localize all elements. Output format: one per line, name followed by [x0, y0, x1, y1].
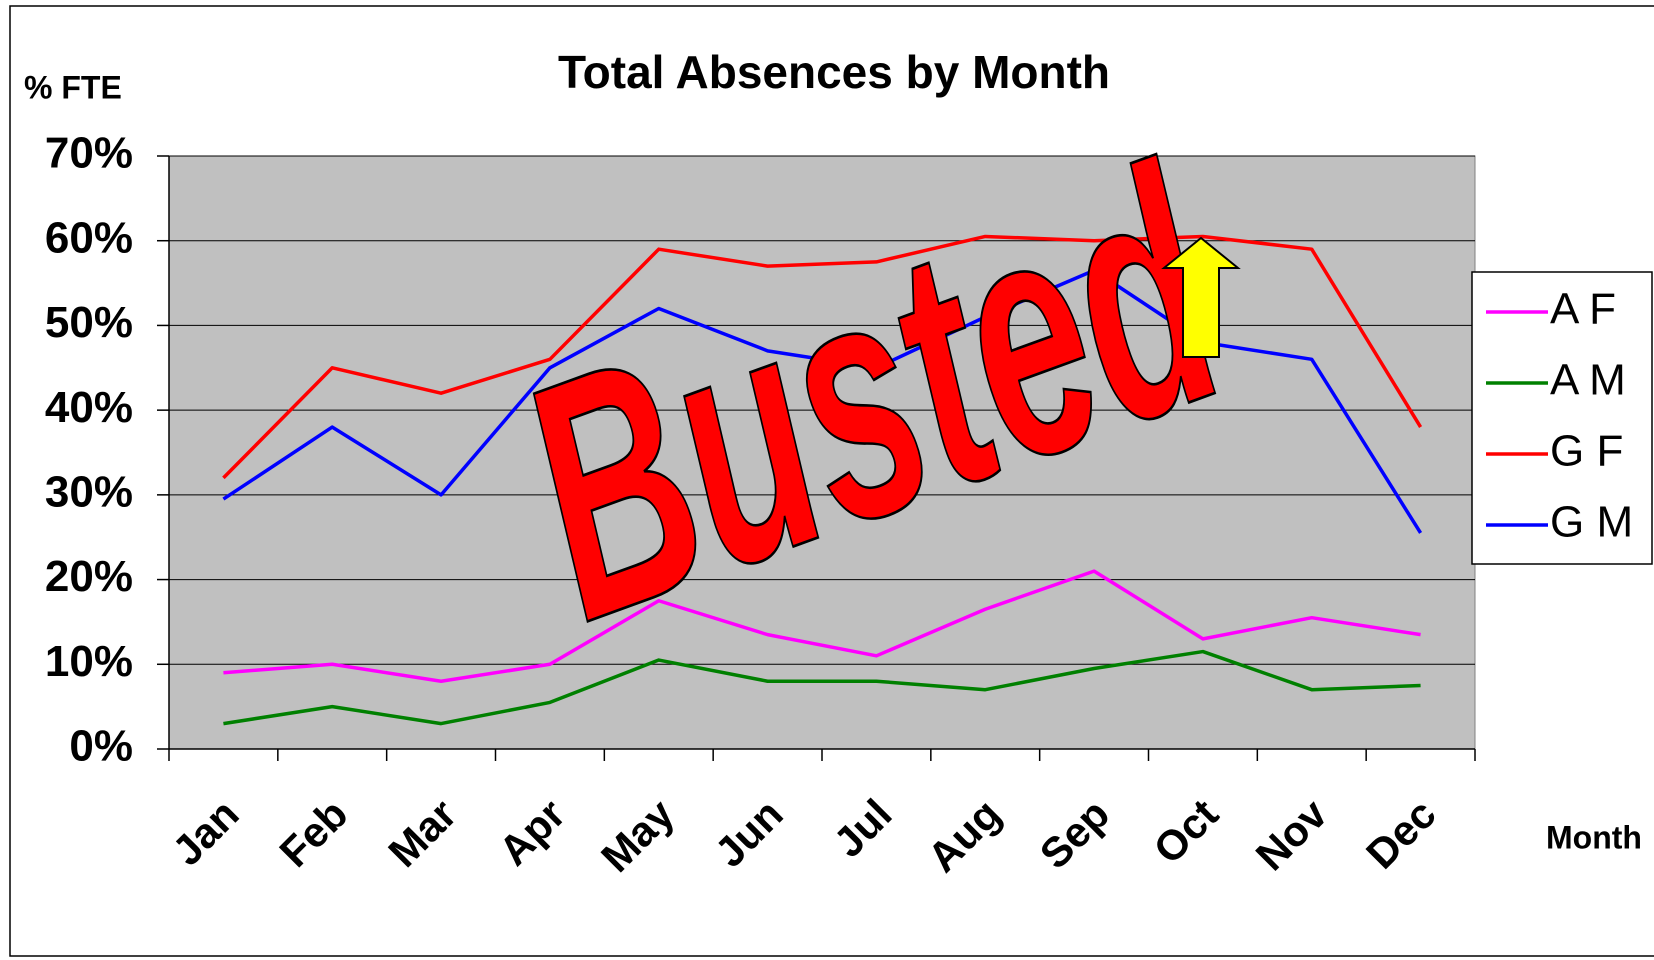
y-tick-label: 60%	[45, 213, 133, 262]
y-tick-label: 0%	[69, 722, 133, 771]
legend-label: A M	[1550, 356, 1626, 405]
series-line	[223, 569, 1421, 683]
legend-label: G F	[1550, 427, 1623, 476]
y-axis-label: % FTE	[24, 69, 122, 105]
legend: A F A M G F G M	[1471, 271, 1653, 565]
y-tick-label: 10%	[45, 637, 133, 686]
y-tick-label: 30%	[45, 467, 133, 516]
arrow	[1161, 236, 1241, 358]
y-tick-label: 40%	[45, 383, 133, 432]
series-line	[222, 268, 1423, 534]
series-line	[223, 649, 1421, 726]
y-tick-label: 70%	[45, 129, 133, 178]
y-tick-label: 20%	[45, 552, 133, 601]
legend-label: A F	[1550, 285, 1616, 334]
chart-title: Total Absences by Month	[558, 46, 1110, 98]
legend-box	[1471, 271, 1653, 565]
plot-area	[168, 155, 1476, 750]
plot-layer: 0%10%20%30%40%50%60%70%Jan Feb Mar Apr May Ju…	[45, 129, 1476, 881]
x-axis-label: Month	[1546, 819, 1642, 855]
series-line	[222, 234, 1423, 480]
legend-label: G M	[1550, 498, 1633, 547]
y-tick-label: 50%	[45, 298, 133, 347]
